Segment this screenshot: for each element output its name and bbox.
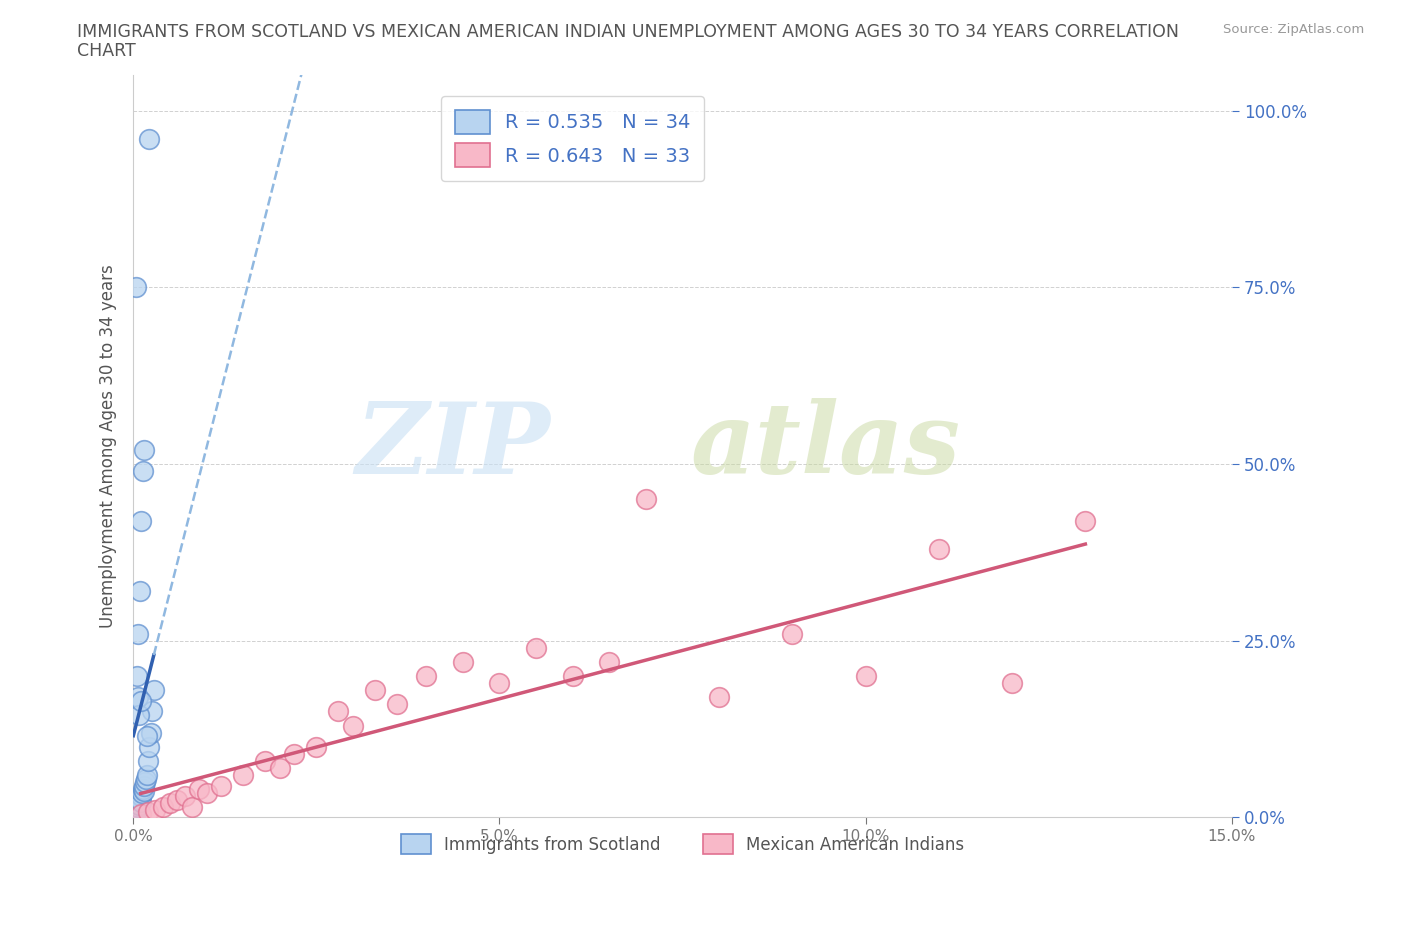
- Point: [127, 796, 149, 811]
- Point: [132, 782, 155, 797]
- Point: [142, 683, 165, 698]
- Point: [254, 753, 277, 768]
- Text: CHART: CHART: [77, 42, 136, 60]
- Point: [598, 655, 620, 670]
- Point: [385, 697, 408, 711]
- Point: [159, 796, 181, 811]
- Point: [129, 806, 152, 821]
- Point: [129, 694, 152, 709]
- Point: [451, 655, 474, 670]
- Point: [131, 513, 153, 528]
- Text: ZIP: ZIP: [356, 398, 551, 495]
- Point: [132, 464, 155, 479]
- Point: [124, 806, 146, 821]
- Point: [269, 761, 291, 776]
- Point: [125, 804, 148, 819]
- Point: [181, 800, 204, 815]
- Point: [141, 704, 163, 719]
- Point: [129, 584, 152, 599]
- Point: [782, 626, 804, 641]
- Point: [524, 641, 547, 656]
- Point: [143, 803, 166, 817]
- Point: [166, 792, 188, 807]
- Point: [152, 800, 174, 815]
- Point: [125, 802, 148, 817]
- Point: [136, 753, 159, 768]
- Point: [135, 767, 157, 782]
- Text: Source: ZipAtlas.com: Source: ZipAtlas.com: [1223, 23, 1364, 36]
- Point: [709, 690, 731, 705]
- Point: [364, 683, 387, 698]
- Point: [1074, 513, 1097, 528]
- Point: [488, 676, 510, 691]
- Point: [124, 280, 146, 295]
- Point: [634, 492, 657, 507]
- Point: [134, 778, 156, 793]
- Point: [188, 782, 211, 797]
- Point: [127, 690, 149, 705]
- Point: [135, 729, 157, 744]
- Point: [232, 767, 254, 782]
- Point: [138, 739, 160, 754]
- Point: [209, 778, 232, 793]
- Point: [129, 792, 152, 807]
- Point: [342, 718, 364, 733]
- Point: [124, 803, 146, 817]
- Point: [128, 797, 150, 812]
- Point: [561, 669, 583, 684]
- Point: [415, 669, 437, 684]
- Point: [138, 132, 160, 147]
- Point: [132, 783, 155, 798]
- Point: [305, 739, 328, 754]
- Point: [129, 789, 152, 804]
- Point: [136, 804, 159, 819]
- Point: [855, 669, 877, 684]
- Point: [135, 771, 157, 786]
- Point: [134, 443, 156, 458]
- Text: atlas: atlas: [690, 398, 960, 495]
- Point: [173, 789, 195, 804]
- Point: [125, 669, 148, 684]
- Point: [134, 775, 156, 790]
- Point: [127, 626, 149, 641]
- Point: [139, 725, 162, 740]
- Point: [928, 541, 950, 556]
- Point: [128, 708, 150, 723]
- Point: [328, 704, 350, 719]
- Point: [283, 747, 305, 762]
- Y-axis label: Unemployment Among Ages 30 to 34 years: Unemployment Among Ages 30 to 34 years: [100, 264, 117, 629]
- Point: [195, 785, 218, 800]
- Point: [131, 794, 153, 809]
- Text: IMMIGRANTS FROM SCOTLAND VS MEXICAN AMERICAN INDIAN UNEMPLOYMENT AMONG AGES 30 T: IMMIGRANTS FROM SCOTLAND VS MEXICAN AMER…: [77, 23, 1180, 41]
- Point: [1001, 676, 1024, 691]
- Legend: Immigrants from Scotland, Mexican American Indians: Immigrants from Scotland, Mexican Americ…: [395, 828, 970, 861]
- Point: [131, 785, 153, 800]
- Point: [127, 800, 149, 815]
